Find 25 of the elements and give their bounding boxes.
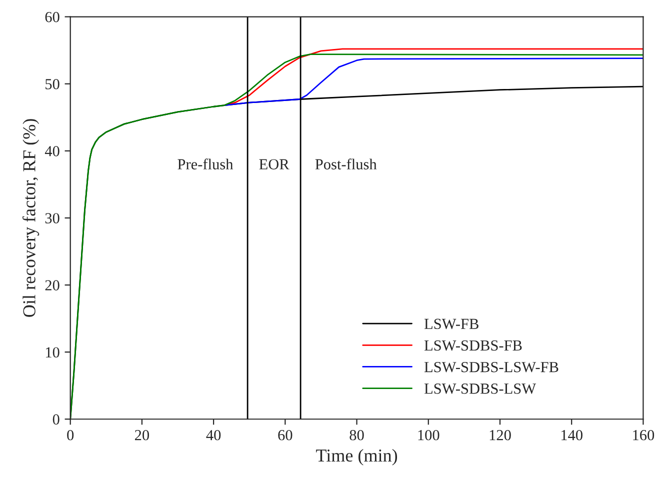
annotation: EOR bbox=[259, 159, 290, 170]
x-tick-label: 0 bbox=[67, 430, 74, 440]
y-tick-label: 40 bbox=[44, 146, 60, 156]
x-tick-label: 40 bbox=[206, 430, 221, 440]
y-axis-title: Oil recovery factor, RF (%) bbox=[22, 119, 40, 317]
y-tick-label: 30 bbox=[45, 213, 60, 224]
x-tick-label: 160 bbox=[633, 430, 654, 440]
annotation: Pre-flush bbox=[178, 158, 234, 170]
legend-label: LSW-SDBS-LSW-FB bbox=[424, 362, 558, 372]
x-tick-label: 140 bbox=[561, 430, 582, 440]
y-tick-label: 10 bbox=[46, 347, 60, 358]
x-tick-label: 100 bbox=[418, 430, 440, 440]
y-tick-label: 0 bbox=[52, 414, 60, 425]
legend-label: LSW-SDBS-FB bbox=[424, 340, 522, 351]
x-axis-title: Time (min) bbox=[316, 448, 398, 466]
x-tick-label: 20 bbox=[134, 430, 150, 440]
x-tick-label: 60 bbox=[278, 430, 292, 440]
y-tick-label: 50 bbox=[46, 78, 60, 90]
y-tick-label: 60 bbox=[45, 12, 60, 22]
y-tick-label: 20 bbox=[45, 280, 60, 290]
x-tick-label: 120 bbox=[490, 430, 511, 440]
legend-label: LSW-FB bbox=[424, 318, 478, 330]
legend-label: LSW-SDBS-LSW bbox=[424, 384, 536, 394]
annotation: Post-flush bbox=[315, 158, 377, 170]
x-tick-label: 80 bbox=[350, 430, 364, 440]
